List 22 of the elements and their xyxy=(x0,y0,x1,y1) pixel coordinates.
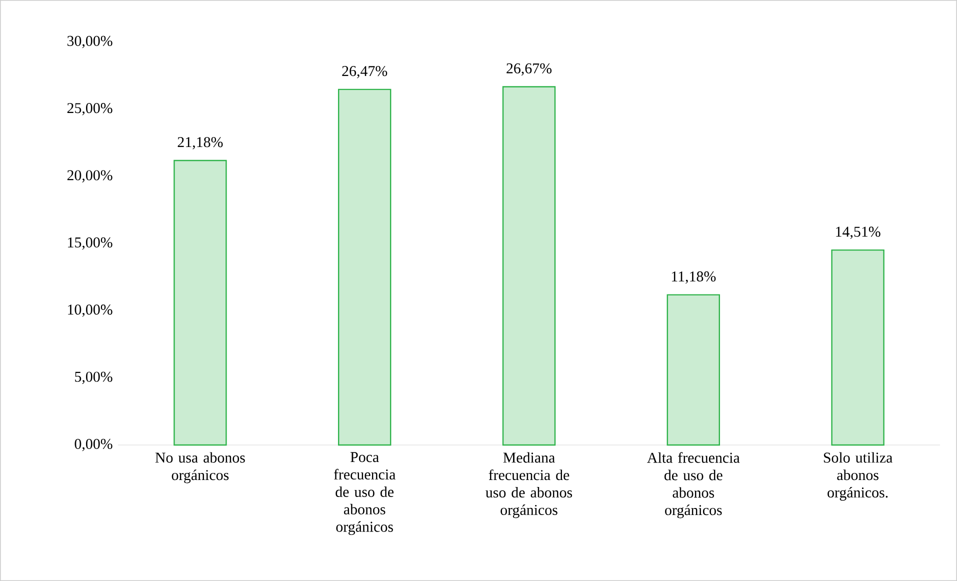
x-tick-label: Poca frecuencia de uso de abonos orgánicos xyxy=(334,452,396,535)
y-tick-label: 20,00% xyxy=(67,170,112,182)
y-tick-label: 0,00% xyxy=(74,438,112,452)
data-label: 26,47% xyxy=(342,66,388,78)
bar xyxy=(502,86,556,446)
y-tick-label: 10,00% xyxy=(68,304,112,317)
bar xyxy=(666,294,720,446)
bar xyxy=(831,249,884,446)
x-tick-label: Alta frecuencia de uso de abonos orgánicos xyxy=(647,452,740,518)
y-tick-label: 5,00% xyxy=(75,372,112,384)
x-tick-label: Mediana frecuencia de uso de abonos orgánicos xyxy=(486,452,572,518)
y-tick-label: 15,00% xyxy=(68,237,112,250)
data-label: 21,18% xyxy=(178,137,223,150)
data-label: 14,51% xyxy=(836,226,880,239)
x-tick-label: No usa abonos orgánicos xyxy=(155,452,245,484)
x-tick-label: Solo utiliza abonos orgánicos. xyxy=(824,452,892,501)
data-label: 11,18% xyxy=(672,271,716,284)
y-tick-label: 25,00% xyxy=(67,103,112,116)
y-tick-label: 30,00% xyxy=(67,36,112,48)
bar xyxy=(174,160,227,446)
bar xyxy=(338,88,392,446)
data-label: 26,67% xyxy=(506,63,552,76)
